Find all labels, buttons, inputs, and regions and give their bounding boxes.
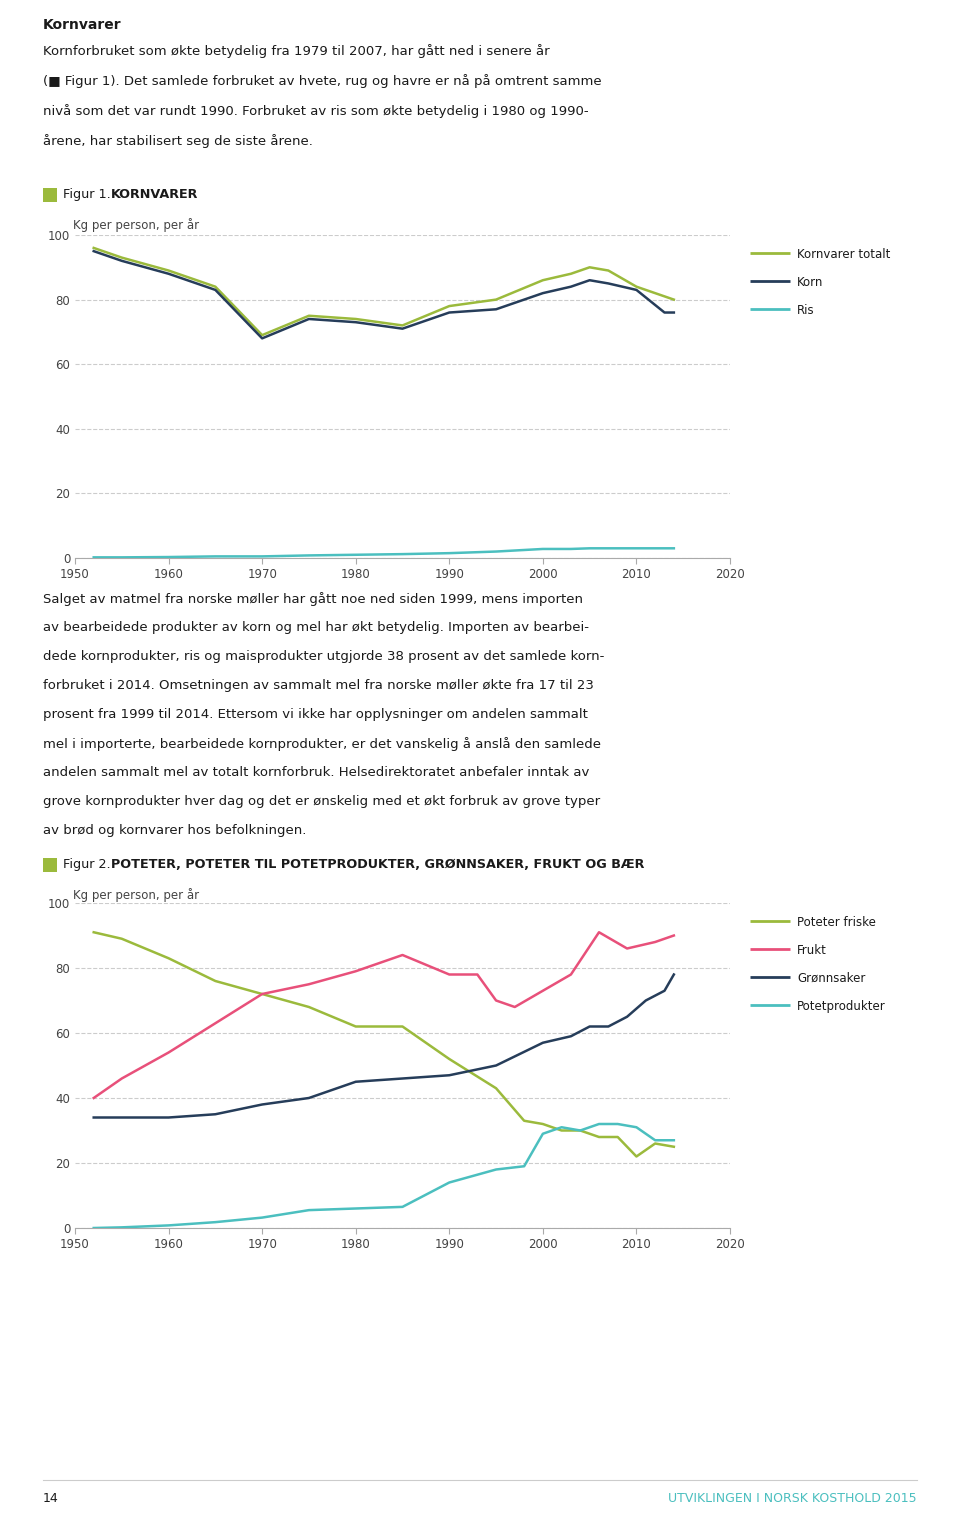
Text: Kornvarer totalt: Kornvarer totalt: [797, 248, 890, 262]
Bar: [43, 189, 57, 202]
Text: Kornforbruket som økte betydelig fra 1979 til 2007, har gått ned i senere år: Kornforbruket som økte betydelig fra 197…: [43, 44, 550, 58]
Text: Potetprodukter: Potetprodukter: [797, 999, 886, 1013]
Text: årene, har stabilisert seg de siste årene.: årene, har stabilisert seg de siste åren…: [43, 134, 313, 148]
Text: Salget av matmel fra norske møller har gått noe ned siden 1999, mens importen: Salget av matmel fra norske møller har g…: [43, 592, 583, 605]
Text: grove kornprodukter hver dag og det er ønskelig med et økt forbruk av grove type: grove kornprodukter hver dag og det er ø…: [43, 795, 600, 808]
Text: mel i importerte, bearbeidede kornprodukter, er det vanskelig å anslå den samled: mel i importerte, bearbeidede kornproduk…: [43, 738, 601, 751]
Text: Frukt: Frukt: [797, 945, 827, 957]
Text: Korn: Korn: [797, 275, 824, 289]
Text: 14: 14: [43, 1492, 59, 1504]
Text: KORNVARER: KORNVARER: [111, 189, 199, 201]
Text: (■ Figur 1). Det samlede forbruket av hvete, rug og havre er nå på omtrent samme: (■ Figur 1). Det samlede forbruket av hv…: [43, 75, 602, 88]
Text: andelen sammalt mel av totalt kornforbruk. Helsedirektoratet anbefaler inntak av: andelen sammalt mel av totalt kornforbru…: [43, 767, 589, 779]
Text: prosent fra 1999 til 2014. Ettersom vi ikke har opplysninger om andelen sammalt: prosent fra 1999 til 2014. Ettersom vi i…: [43, 707, 588, 721]
Text: Figur 2.: Figur 2.: [63, 858, 110, 872]
Text: av bearbeidede produkter av korn og mel har økt betydelig. Importen av bearbei-: av bearbeidede produkter av korn og mel …: [43, 621, 589, 634]
Text: Grønnsaker: Grønnsaker: [797, 972, 865, 986]
Text: POTETER, POTETER TIL POTETPRODUKTER, GRØNNSAKER, FRUKT OG BÆR: POTETER, POTETER TIL POTETPRODUKTER, GRØ…: [111, 858, 644, 872]
Bar: [43, 858, 57, 872]
Text: forbruket i 2014. Omsetningen av sammalt mel fra norske møller økte fra 17 til 2: forbruket i 2014. Omsetningen av sammalt…: [43, 678, 594, 692]
Text: nivå som det var rundt 1990. Forbruket av ris som økte betydelig i 1980 og 1990-: nivå som det var rundt 1990. Forbruket a…: [43, 103, 588, 119]
Text: UTVIKLINGEN I NORSK KOSTHOLD 2015: UTVIKLINGEN I NORSK KOSTHOLD 2015: [668, 1492, 917, 1504]
Text: Kornvarer: Kornvarer: [43, 18, 122, 32]
Text: Ris: Ris: [797, 304, 815, 316]
Text: Kg per person, per år: Kg per person, per år: [73, 218, 199, 233]
Text: Poteter friske: Poteter friske: [797, 916, 876, 929]
Text: av brød og kornvarer hos befolkningen.: av brød og kornvarer hos befolkningen.: [43, 824, 306, 837]
Text: Figur 1.: Figur 1.: [63, 189, 110, 201]
Text: Kg per person, per år: Kg per person, per år: [73, 888, 199, 902]
Text: dede kornprodukter, ris og maisprodukter utgjorde 38 prosent av det samlede korn: dede kornprodukter, ris og maisprodukter…: [43, 649, 605, 663]
